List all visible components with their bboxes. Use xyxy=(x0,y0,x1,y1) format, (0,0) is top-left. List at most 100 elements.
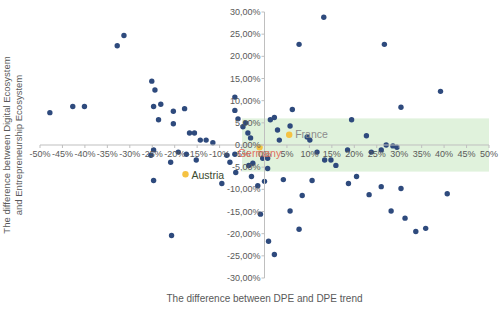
x-tick xyxy=(466,145,467,148)
point xyxy=(198,137,203,142)
y-tick-label: -30,00% xyxy=(227,273,261,283)
point xyxy=(402,215,407,220)
x-tick xyxy=(107,145,108,148)
x-tick-label: -30% xyxy=(119,149,140,159)
x-tick-label: -45% xyxy=(52,149,73,159)
axes xyxy=(40,12,489,278)
y-tick-label: -10,00% xyxy=(227,184,261,194)
point xyxy=(156,117,161,122)
x-tick-label: 40% xyxy=(435,149,453,159)
point xyxy=(287,208,292,213)
y-tick xyxy=(262,211,265,212)
point xyxy=(445,191,450,196)
point xyxy=(382,42,387,47)
x-tick-label: 25% xyxy=(368,149,386,159)
point xyxy=(82,104,87,109)
point xyxy=(268,117,273,122)
point xyxy=(158,102,163,107)
point xyxy=(266,239,271,244)
chart: -50%-45%-40%-35%-30%-25%-20%-15%-10%-5%0… xyxy=(0,0,500,310)
point xyxy=(388,208,393,213)
x-tick-label: 35% xyxy=(413,149,431,159)
point xyxy=(249,174,254,179)
x-tick xyxy=(129,145,130,148)
y-tick xyxy=(262,189,265,190)
x-tick-label: 10% xyxy=(300,149,318,159)
point xyxy=(413,229,418,234)
x-tick-label: 15% xyxy=(323,149,341,159)
x-tick xyxy=(376,145,377,148)
plot-area xyxy=(47,15,489,258)
x-axis-title: The difference between DPE and DPE trend xyxy=(166,293,362,304)
x-tick xyxy=(399,145,400,148)
x-tick-label: 5% xyxy=(280,149,293,159)
y-tick-label: -25,00% xyxy=(227,251,261,261)
point xyxy=(245,130,250,135)
y-tick-label: 20,00% xyxy=(230,51,261,61)
x-tick xyxy=(219,145,220,148)
y-tick xyxy=(262,78,265,79)
x-tick-label: -40% xyxy=(74,149,95,159)
y-tick-label: 25,00% xyxy=(230,29,261,39)
point xyxy=(47,110,52,115)
point xyxy=(290,107,295,112)
point xyxy=(232,108,237,113)
point xyxy=(354,174,359,179)
point xyxy=(423,226,428,231)
point xyxy=(309,178,314,183)
point xyxy=(398,186,403,191)
point xyxy=(121,33,126,38)
highlight-point xyxy=(286,132,292,138)
point xyxy=(379,184,384,189)
point xyxy=(115,43,120,48)
point xyxy=(182,106,187,111)
y-tick xyxy=(262,12,265,13)
x-tick xyxy=(84,145,85,148)
point xyxy=(346,181,351,186)
y-tick xyxy=(262,278,265,279)
x-tick xyxy=(444,145,445,148)
x-tick xyxy=(421,145,422,148)
point xyxy=(192,130,197,135)
y-axis-title-line: The difference between Digital Ecosystem xyxy=(1,56,12,233)
point xyxy=(152,87,157,92)
highlight-point xyxy=(182,171,188,177)
y-tick xyxy=(262,167,265,168)
y-tick-label: -15,00% xyxy=(227,207,261,217)
x-tick-label: -25% xyxy=(142,149,163,159)
point xyxy=(366,192,371,197)
point xyxy=(287,123,292,128)
x-tick xyxy=(331,145,332,148)
point xyxy=(272,252,277,257)
point xyxy=(265,166,270,171)
y-tick xyxy=(262,145,265,146)
y-tick xyxy=(262,100,265,101)
y-tick xyxy=(262,255,265,256)
y-tick-label: -5,00% xyxy=(232,162,261,172)
point xyxy=(321,15,326,20)
x-tick-label: -15% xyxy=(187,149,208,159)
point xyxy=(151,178,156,183)
x-tick xyxy=(489,145,490,148)
point xyxy=(300,193,305,198)
annotation-label: Austria xyxy=(191,169,224,181)
point xyxy=(349,117,354,122)
x-tick-label: -10% xyxy=(209,149,230,159)
point xyxy=(296,42,301,47)
y-axis-title-line: and Entrepreneurship Ecosystem xyxy=(13,75,24,216)
point xyxy=(171,121,176,126)
point xyxy=(171,109,176,114)
point xyxy=(364,133,369,138)
point xyxy=(149,78,154,83)
x-tick xyxy=(174,145,175,148)
points xyxy=(47,15,450,258)
y-tick-label: 15,00% xyxy=(230,74,261,84)
x-tick xyxy=(286,145,287,148)
x-tick-label: 50% xyxy=(480,149,498,159)
x-tick xyxy=(354,145,355,148)
x-tick-label: -50% xyxy=(29,149,50,159)
x-tick xyxy=(40,145,41,148)
x-tick-label: -35% xyxy=(97,149,118,159)
x-tick xyxy=(197,145,198,148)
point xyxy=(187,130,192,135)
